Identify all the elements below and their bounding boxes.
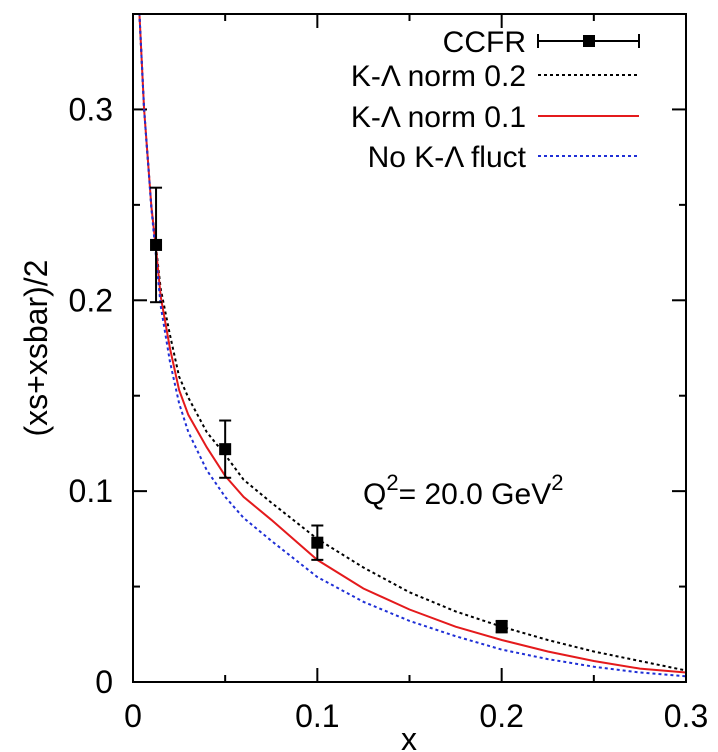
legend-entry-norm-0-1: K-Λ norm 0.1 — [351, 101, 639, 134]
data-point-marker — [150, 238, 163, 251]
data-points — [150, 186, 508, 634]
annotation-q: Q — [363, 478, 386, 511]
q2-annotation: Q2= 20.0 GeV2 — [363, 470, 563, 511]
y-tick-label: 0.3 — [69, 91, 113, 127]
y-tick-label: 0.2 — [69, 282, 113, 318]
tick-marks — [132, 14, 687, 683]
x-tick-label: 0.1 — [295, 698, 339, 734]
x-tick-label: 0.3 — [664, 698, 708, 734]
x-axis-title: x — [401, 721, 417, 752]
annotation-value: = 20.0 GeV — [399, 478, 552, 511]
tick-labels: 0 0.1 0.2 0.3 0 0.1 0.2 0.3 — [69, 91, 709, 734]
legend-entry-ccfr: CCFR — [443, 26, 640, 59]
legend-label: No K-Λ fluct — [368, 141, 527, 174]
data-point-marker — [311, 536, 324, 549]
y-tick-label: 0.1 — [69, 473, 113, 509]
x-tick-label: 0.2 — [479, 698, 523, 734]
x-tick-label: 0 — [124, 698, 142, 734]
legend-entry-no-fluct: No K-Λ fluct — [368, 141, 639, 174]
data-point-marker — [219, 443, 232, 456]
legend: CCFR K-Λ norm 0.2 K-Λ norm 0.1 No K-Λ fl… — [351, 26, 640, 174]
plot-series — [138, 14, 686, 678]
legend-entry-norm-0-2: K-Λ norm 0.2 — [351, 60, 639, 93]
annotation-sup-1: 2 — [386, 470, 398, 495]
plot-frame — [132, 13, 687, 683]
data-point-marker — [495, 620, 508, 633]
y-axis-title: (xs+xsbar)/2 — [18, 260, 54, 437]
legend-label: K-Λ norm 0.2 — [351, 60, 526, 93]
legend-label: K-Λ norm 0.1 — [351, 101, 526, 134]
legend-swatch-marker — [583, 35, 595, 47]
legend-label: CCFR — [443, 26, 526, 59]
annotation-sup-2: 2 — [551, 470, 563, 495]
y-tick-label: 0 — [95, 664, 113, 700]
series-line-3 — [138, 14, 686, 678]
